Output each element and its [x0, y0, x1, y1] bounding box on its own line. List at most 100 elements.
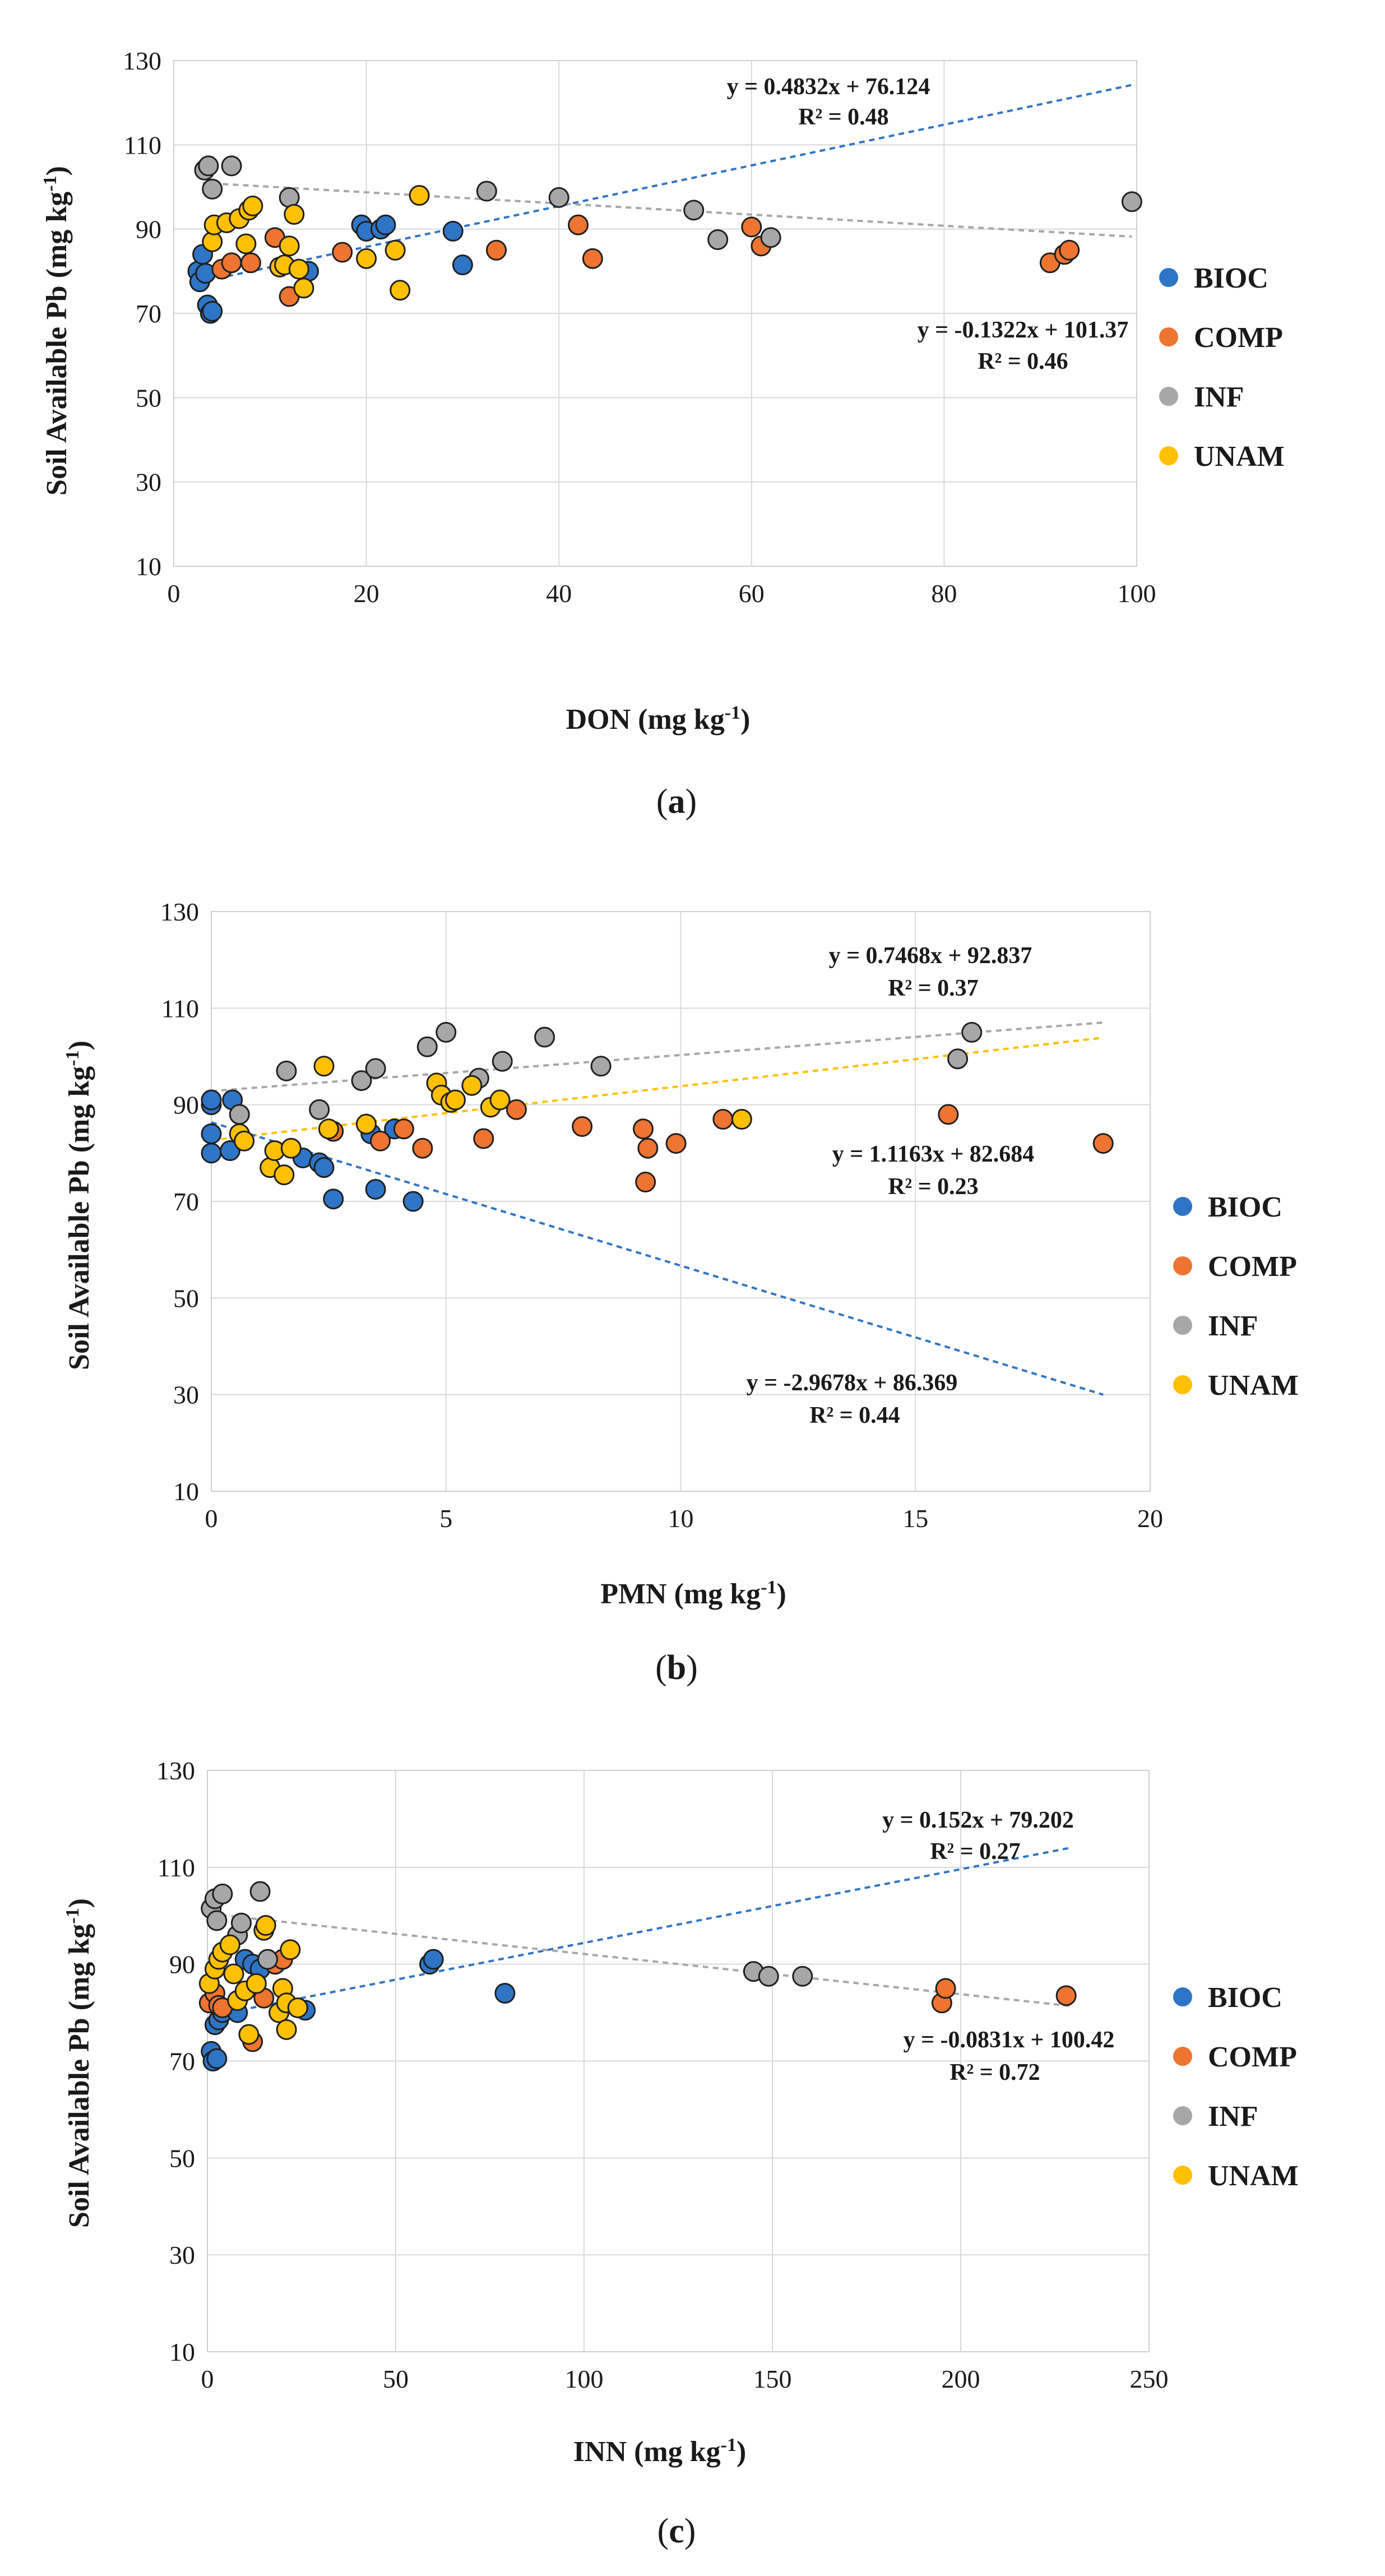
legend-marker-bioc	[1173, 1987, 1192, 2006]
data-point-inf	[548, 187, 569, 208]
legend-marker-comp	[1159, 327, 1178, 346]
y-tick-label: 130	[156, 1756, 195, 1785]
x-tick-label: 50	[383, 2365, 409, 2393]
x-tick-label: 100	[1118, 579, 1156, 608]
data-point-bioc	[452, 255, 473, 276]
trendline-equation: y = -0.0831x + 100.42	[904, 2027, 1115, 2053]
x-tick-label: 10	[668, 1504, 694, 1533]
chart-panel-b: 10 30 50 70 90 110 130 0 5 10 15 20 y = 0.7468x + …	[0, 858, 1385, 1715]
legend-marker-unam	[1173, 1375, 1192, 1394]
data-point-inf	[590, 1056, 612, 1077]
trendline-equation: y = -0.1322x + 101.37	[918, 317, 1129, 343]
data-point-comp	[506, 1099, 527, 1120]
legend-marker-inf	[1173, 1316, 1192, 1335]
x-axis-label: PMN (mg kg-1)	[600, 1577, 786, 1611]
x-tick-label: 150	[753, 2365, 792, 2393]
data-point-unam	[223, 1963, 244, 1985]
x-tick-label: 80	[931, 579, 957, 608]
x-tick-label: 15	[902, 1504, 928, 1533]
data-point-bioc	[494, 1983, 516, 2004]
y-tick-label: 10	[173, 1477, 199, 1506]
data-point-inf	[758, 1965, 779, 1987]
data-point-inf	[249, 1881, 271, 1902]
trendline-inf	[202, 182, 1132, 238]
trendline-bioc	[211, 1121, 1104, 1396]
trendline-bioc	[197, 84, 1132, 284]
data-point-inf	[365, 1058, 386, 1079]
y-tick-label: 110	[158, 1853, 195, 1882]
data-point-bioc	[201, 1143, 222, 1164]
data-point-unam	[409, 185, 430, 206]
legend-label-bioc: BIOC	[1208, 1982, 1282, 2014]
data-point-bioc	[423, 1949, 444, 1970]
x-tick-label: 40	[546, 579, 572, 608]
data-point-unam	[318, 1118, 339, 1140]
trendline-unam	[211, 1036, 1104, 1141]
trendline-r2: R² = 0.46	[978, 349, 1068, 374]
data-point-inf	[206, 1910, 228, 1931]
legend-marker-bioc	[1173, 1197, 1192, 1216]
data-point-unam	[385, 239, 406, 261]
data-point-unam	[356, 248, 377, 269]
data-point-unam	[355, 1113, 377, 1135]
x-tick-label: 60	[739, 579, 765, 608]
data-point-inf	[792, 1965, 813, 1987]
y-tick-label: 10	[169, 2338, 195, 2366]
data-point-inf	[202, 178, 223, 200]
data-point-inf	[476, 181, 497, 202]
data-point-bioc	[206, 2048, 228, 2069]
data-point-comp	[393, 1118, 414, 1140]
trendline-inf	[211, 1913, 1071, 2008]
x-tick-label: 5	[439, 1504, 452, 1533]
data-point-inf	[229, 1104, 250, 1125]
data-point-bioc	[323, 1188, 344, 1210]
data-point-comp	[240, 252, 261, 274]
data-point-unam	[287, 1997, 308, 2018]
figure-caption-b: (b)	[655, 1649, 698, 1687]
figure-caption-c: (c)	[657, 2512, 696, 2550]
data-point-unam	[235, 233, 257, 255]
legend-label-bioc: BIOC	[1208, 1191, 1282, 1223]
trendline-r2: R² = 0.37	[888, 975, 978, 1001]
data-point-inf	[276, 1060, 297, 1081]
data-point-inf	[212, 1883, 233, 1904]
data-point-unam	[280, 1939, 301, 1960]
trendline-r2: R² = 0.23	[888, 1174, 978, 1200]
x-tick-label: 20	[354, 579, 379, 608]
data-point-comp	[935, 1978, 956, 1999]
y-tick-label: 130	[160, 898, 199, 926]
data-point-comp	[412, 1137, 433, 1159]
figure-caption-a: (a)	[656, 783, 697, 821]
y-tick-label: 110	[124, 131, 161, 159]
trendline-r2: R² = 0.27	[930, 1839, 1020, 1865]
data-point-inf	[436, 1021, 457, 1043]
trendline-equation: y = 0.152x + 79.202	[882, 1807, 1074, 1833]
data-point-comp	[568, 214, 589, 235]
trendline-equation: y = 0.7468x + 92.837	[829, 943, 1032, 969]
data-point-comp	[221, 252, 242, 274]
x-tick-label: 0	[201, 2365, 214, 2393]
y-tick-label: 70	[136, 299, 161, 328]
data-point-comp	[633, 1118, 654, 1140]
legend-label-unam: UNAM	[1208, 1370, 1299, 1402]
data-point-comp	[938, 1104, 959, 1125]
data-point-comp	[665, 1133, 687, 1154]
x-tick-label: 0	[168, 579, 180, 608]
data-point-bioc	[365, 1178, 386, 1200]
data-point-unam	[731, 1109, 752, 1130]
data-point-bioc	[202, 300, 223, 322]
data-point-unam	[274, 1164, 295, 1186]
legend-label-inf: INF	[1208, 1310, 1258, 1342]
legend-marker-inf	[1173, 2106, 1192, 2125]
data-point-inf	[1121, 191, 1142, 212]
data-point-inf	[351, 1070, 372, 1092]
trendline-r2: R² = 0.48	[798, 104, 888, 130]
data-point-bioc	[201, 1089, 222, 1111]
legend-marker-comp	[1173, 1256, 1192, 1275]
x-tick-label: 20	[1137, 1504, 1163, 1533]
data-point-bioc	[375, 214, 396, 235]
data-point-comp	[486, 239, 507, 261]
legend: BIOC COMP INF UNAM	[1173, 1191, 1299, 1402]
trendline-equation: y = -2.9678x + 86.369	[747, 1370, 958, 1396]
x-tick-label: 200	[942, 2365, 980, 2393]
